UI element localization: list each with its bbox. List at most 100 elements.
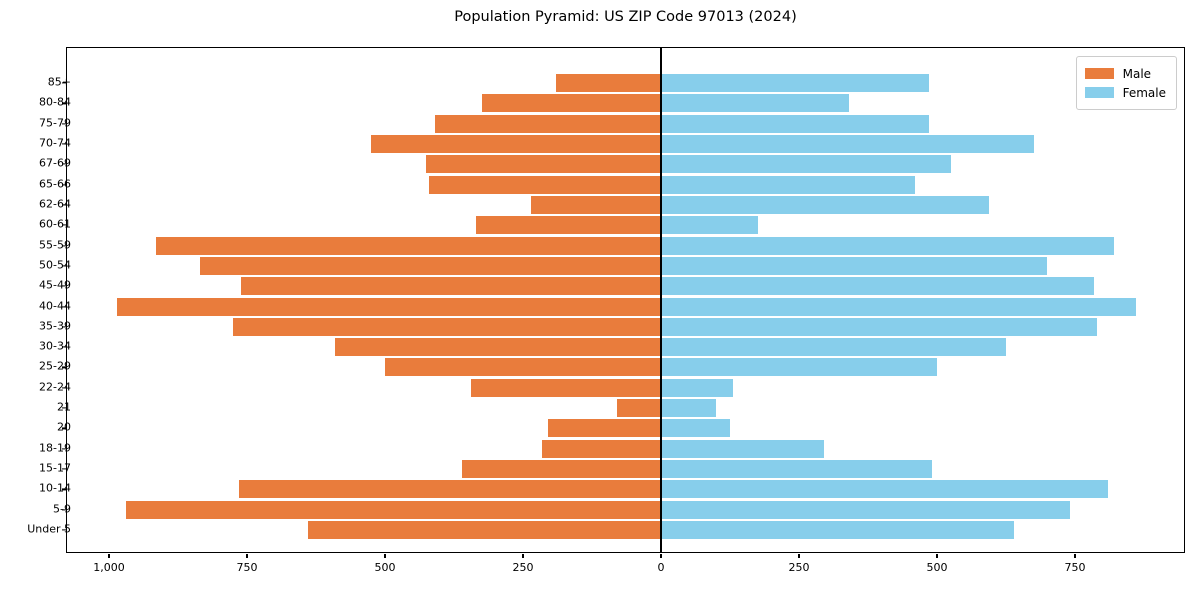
y-tick-label-40-44: 40-44 [39, 299, 71, 313]
x-tick-mark [246, 554, 248, 558]
y-tick-label-20: 20 [57, 420, 71, 434]
bar-female-10-14 [661, 480, 1109, 499]
chart-title: Population Pyramid: US ZIP Code 97013 (2… [454, 9, 797, 25]
legend-item-male: Male [1084, 64, 1166, 83]
legend-item-female: Female [1084, 83, 1166, 102]
bar-female-55-59 [661, 236, 1114, 255]
y-tick-mark [61, 529, 66, 531]
bar-male-21 [616, 399, 661, 418]
x-tick-mark [384, 554, 386, 558]
y-tick-label-50-54: 50-54 [39, 258, 71, 272]
bar-female-30-34 [661, 338, 1007, 357]
plot-area: 1,000 750 500 250 0 250 500 750 Male Female [61, 47, 1185, 574]
bar-male-65-66 [429, 175, 661, 194]
y-tick-label-60-61: 60-61 [39, 217, 71, 231]
bar-male-22-24 [470, 378, 661, 397]
bar-female-5-9 [661, 500, 1070, 519]
bar-female-40-44 [661, 297, 1136, 316]
y-tick-mark [61, 224, 66, 226]
bar-male-50-54 [200, 256, 661, 275]
y-tick-label-21: 21 [57, 400, 71, 414]
bar-male-80-84 [481, 94, 661, 113]
y-tick-mark [61, 427, 66, 430]
bar-female-18-19 [661, 439, 824, 458]
y-tick-label-80-84: 80-84 [39, 95, 71, 109]
y-tick-mark [61, 326, 66, 328]
x-tick-mark [108, 554, 110, 558]
y-tick-mark [61, 305, 66, 308]
bar-female-35-39 [661, 317, 1098, 336]
bar-female-21 [661, 399, 717, 418]
x-tick-label-1000: 1,000 [93, 561, 125, 574]
y-tick-mark [61, 509, 66, 511]
x-tick-mark [936, 554, 938, 558]
bar-female-62-64 [661, 195, 990, 214]
bar-female-60-61 [661, 216, 758, 235]
legend-label-female: Female [1122, 85, 1166, 100]
bar-male-62-64 [531, 195, 661, 214]
y-tick-mark [61, 285, 66, 287]
bar-female-75-79 [661, 114, 929, 133]
bar-male-18-19 [542, 439, 661, 458]
y-tick-mark [61, 265, 66, 267]
x-tick-mark [798, 554, 800, 558]
bar-male-70-74 [371, 134, 661, 153]
bar-female-22-24 [661, 378, 733, 397]
y-tick-label-25-29: 25-29 [39, 359, 71, 373]
bar-male-40-44 [117, 297, 661, 316]
bar-female-67-69 [661, 155, 951, 174]
y-tick-mark [61, 448, 66, 450]
bar-female-65-66 [661, 175, 915, 194]
y-tick-mark [61, 204, 66, 206]
y-tick-label-35-39: 35-39 [39, 319, 71, 333]
y-tick-mark [61, 184, 66, 186]
bar-male-5-9 [125, 500, 661, 519]
y-tick-mark [61, 488, 66, 490]
y-tick-mark [61, 468, 66, 470]
bar-male-75-79 [434, 114, 661, 133]
bar-female-under-5 [661, 521, 1015, 540]
x-tick-mark [660, 554, 662, 558]
y-tick-label-85+: 85+ [47, 75, 71, 89]
y-tick-label-55-59: 55-59 [39, 238, 71, 252]
bar-male-60-61 [476, 216, 661, 235]
x-tick-label-500: 500 [926, 561, 948, 574]
y-tick-mark [61, 346, 66, 348]
legend-swatch-male [1084, 68, 1114, 79]
y-tick-mark [61, 387, 66, 389]
y-tick-label-67-69: 67-69 [39, 156, 71, 170]
bar-male-85+ [556, 74, 661, 92]
bar-male-20 [547, 419, 661, 438]
bar-female-15-17 [661, 460, 932, 479]
y-tick-mark [61, 143, 66, 145]
y-tick-label-15-17: 15-17 [39, 461, 71, 475]
bar-female-20 [661, 419, 730, 438]
bar-male-35-39 [233, 317, 661, 336]
y-tick-mark [61, 407, 66, 409]
bar-female-50-54 [661, 256, 1048, 275]
bar-female-45-49 [661, 277, 1095, 296]
x-tick-label-500: 500 [374, 561, 396, 574]
x-tick-mark [1074, 554, 1076, 558]
legend-label-male: Male [1122, 66, 1152, 81]
bar-male-67-69 [426, 155, 661, 174]
y-tick-mark [61, 163, 66, 165]
x-tick-label-750: 750 [236, 561, 258, 574]
bar-male-10-14 [238, 480, 661, 499]
bar-female-85+ [661, 74, 929, 92]
y-tick-label-10-14: 10-14 [39, 481, 71, 495]
y-tick-label-62-64: 62-64 [39, 197, 71, 211]
bar-female-80-84 [661, 94, 849, 113]
y-tick-mark [61, 102, 66, 104]
y-tick-mark [61, 366, 66, 369]
x-tick-label-250: 250 [512, 561, 534, 574]
bar-male-15-17 [462, 460, 661, 479]
bar-female-25-29 [661, 358, 938, 377]
y-tick-mark [61, 82, 66, 84]
bar-male-under-5 [307, 521, 661, 540]
y-tick-mark [61, 244, 66, 247]
y-tick-label-18-19: 18-19 [39, 441, 71, 455]
bar-male-25-29 [384, 358, 661, 377]
bar-female-70-74 [661, 134, 1034, 153]
